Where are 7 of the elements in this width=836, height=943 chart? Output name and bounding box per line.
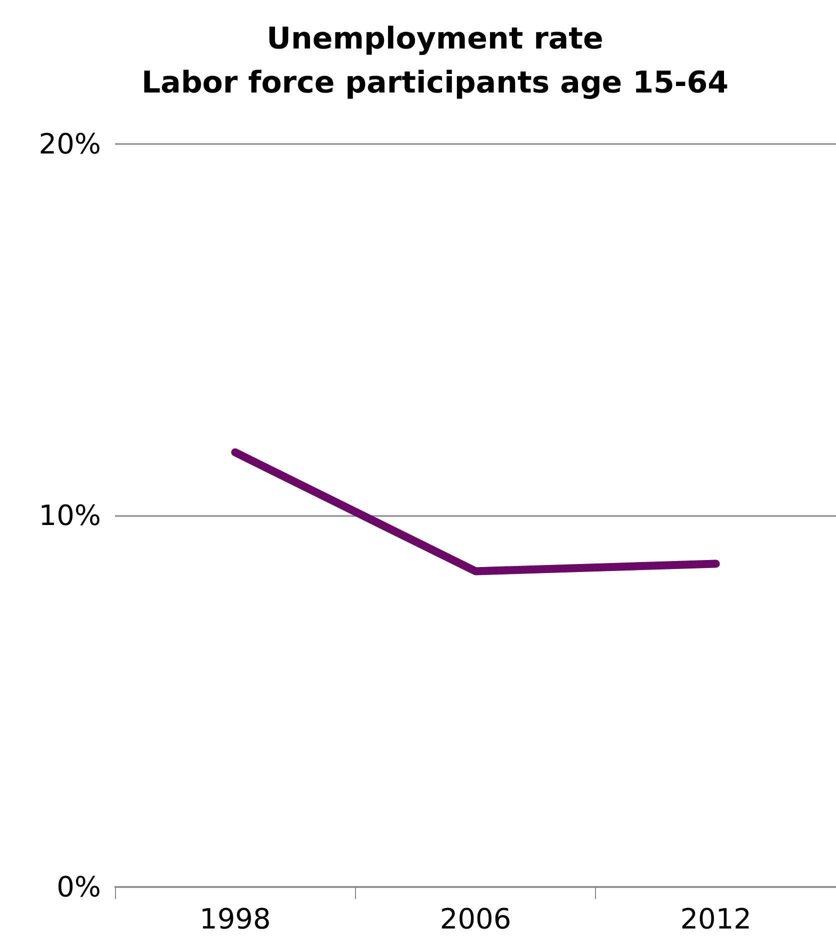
y-tick-label: 20% <box>38 128 101 160</box>
y-tick-label: 10% <box>38 499 101 532</box>
y-tick-label: 0% <box>56 870 101 904</box>
x-tick-label: 2012 <box>680 902 752 936</box>
x-tick-label: 2006 <box>440 902 512 936</box>
x-tick-label: 1998 <box>200 902 271 936</box>
chart-title: Unemployment rate Labor force participants age 15-64 <box>141 22 729 100</box>
